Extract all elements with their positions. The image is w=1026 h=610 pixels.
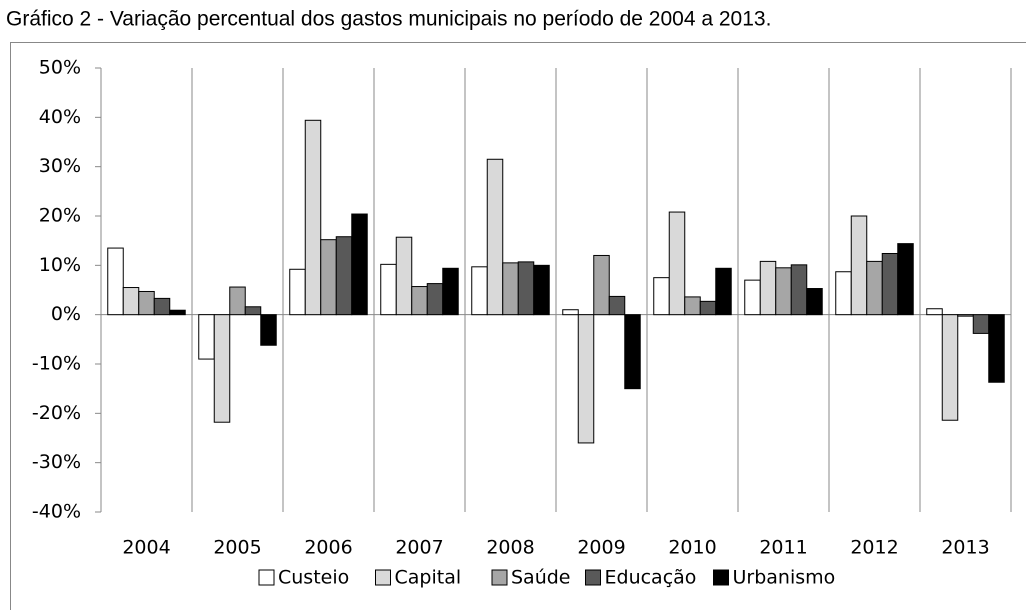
bar <box>897 243 914 316</box>
x-tick-label: 2005 <box>213 537 261 559</box>
bar <box>229 286 246 316</box>
bar <box>320 239 337 316</box>
bar <box>289 268 306 316</box>
bar <box>988 314 1005 383</box>
y-tick-label: 40% <box>39 106 81 128</box>
x-tick-label: 2006 <box>304 537 352 559</box>
bar <box>957 314 974 317</box>
x-tick-label: 2008 <box>486 537 534 559</box>
bar <box>442 267 459 316</box>
bar <box>260 314 277 346</box>
bar <box>972 314 990 334</box>
bar <box>502 262 519 316</box>
bar <box>517 261 535 316</box>
bar <box>577 314 595 444</box>
y-tick-label: 0% <box>51 303 81 325</box>
bar <box>533 264 550 316</box>
bar <box>395 236 413 316</box>
y-tick-label: 50% <box>39 57 81 79</box>
bar <box>335 236 353 316</box>
legend-swatch <box>258 569 275 586</box>
bar <box>593 254 610 316</box>
bar <box>775 267 792 316</box>
bar <box>715 267 732 316</box>
bar <box>881 252 899 316</box>
bar <box>684 296 701 316</box>
bar <box>790 264 808 316</box>
bar <box>699 300 717 316</box>
bar <box>835 271 852 316</box>
bar <box>138 290 155 316</box>
bar <box>653 277 670 316</box>
bar <box>850 215 868 316</box>
bar <box>624 314 641 390</box>
bar <box>244 306 262 316</box>
bar <box>926 308 943 316</box>
legend-label: Saúde <box>511 567 571 589</box>
legend-swatch <box>713 569 729 586</box>
x-tick-label: 2011 <box>759 537 807 559</box>
y-tick-label: 30% <box>39 155 81 177</box>
x-tick-label: 2004 <box>122 537 170 559</box>
bar <box>759 260 777 316</box>
bar <box>471 266 488 316</box>
bar <box>668 211 686 316</box>
x-tick-label: 2007 <box>395 537 443 559</box>
y-tick-label: -20% <box>32 402 81 424</box>
x-tick-label: 2013 <box>941 537 989 559</box>
y-tick-label: -10% <box>32 353 81 375</box>
bar <box>744 279 761 316</box>
bar <box>486 158 504 316</box>
legend-label: Educação <box>605 567 697 589</box>
legend-label: Custeio <box>278 567 349 589</box>
bar <box>426 283 444 316</box>
y-tick-label: 10% <box>39 254 81 276</box>
legend-label: Urbanismo <box>733 567 836 589</box>
y-tick-label: -40% <box>32 501 81 523</box>
legend-swatch <box>491 569 508 586</box>
legend-swatch <box>375 569 391 586</box>
bar <box>304 119 322 316</box>
bar <box>169 309 186 316</box>
chart-title: Gráfico 2 - Variação percentual dos gast… <box>6 8 771 31</box>
bar <box>107 247 124 316</box>
legend-label: Capital <box>395 567 462 589</box>
bar <box>122 287 140 316</box>
bar <box>351 213 368 316</box>
bar <box>411 286 428 316</box>
x-tick-label: 2012 <box>850 537 898 559</box>
bar <box>806 288 823 316</box>
y-tick-label: -30% <box>32 451 81 473</box>
y-tick-label: 20% <box>39 205 81 227</box>
bar <box>198 314 215 360</box>
bar <box>380 263 397 316</box>
x-tick-label: 2010 <box>668 537 716 559</box>
bar <box>153 297 171 316</box>
chart-frame <box>10 42 1026 610</box>
bar <box>941 314 959 421</box>
bar <box>608 295 626 316</box>
bar <box>866 260 883 316</box>
bar <box>213 314 231 423</box>
legend-swatch <box>585 569 601 586</box>
bar <box>562 309 579 316</box>
x-tick-label: 2009 <box>577 537 625 559</box>
